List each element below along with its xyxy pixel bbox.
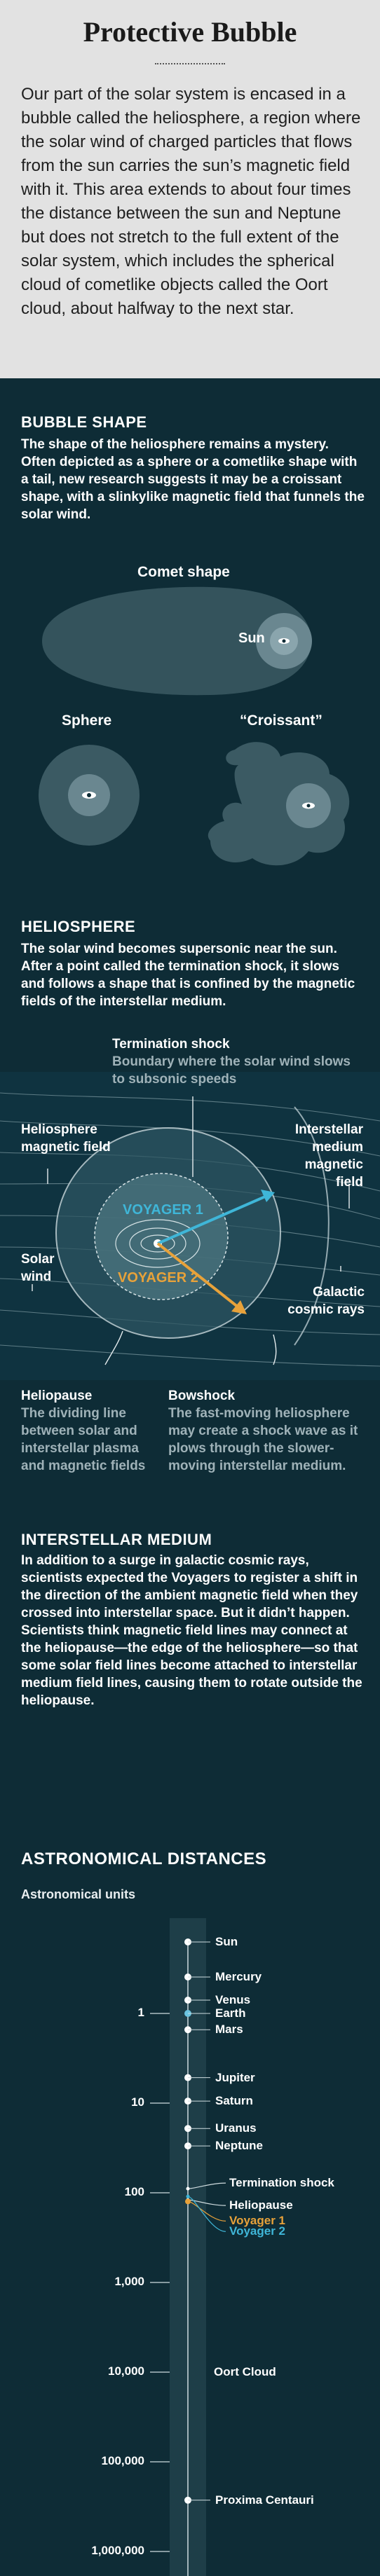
astro-heading: ASTRONOMICAL DISTANCES xyxy=(21,1850,267,1868)
croissant-label: “Croissant” xyxy=(240,712,323,729)
axis-tick-label: 1,000 xyxy=(114,2275,144,2288)
body-leader xyxy=(187,2182,226,2189)
axis-tick-label: 100,000 xyxy=(101,2454,144,2467)
heliopause-text: The dividing line between solar and inte… xyxy=(21,1406,146,1473)
termination-title: Termination shock xyxy=(112,1037,230,1052)
body-label: Sun xyxy=(215,1935,238,1948)
termination-text: Boundary where the solar wind slows to s… xyxy=(112,1054,351,1087)
termination-shock-annotation: Termination shock Boundary where the sol… xyxy=(112,1035,351,1088)
ism-heading: INTERSTELLAR MEDIUM xyxy=(21,1531,212,1548)
voyager1-label: VOYAGER 1 xyxy=(123,1202,203,1218)
body-label: Neptune xyxy=(215,2139,263,2153)
body-label: Jupiter xyxy=(215,2070,255,2084)
voyager2-label: VOYAGER 2 xyxy=(118,1270,198,1286)
interstellar-field-label: Interstellar medium magnetic field xyxy=(294,1122,363,1190)
bowshock-title: Bowshock xyxy=(168,1389,236,1403)
body-label: Uranus xyxy=(215,2121,257,2135)
axis-tick-label: 10,000 xyxy=(108,2364,144,2378)
heliopause-title: Heliopause xyxy=(21,1389,93,1403)
sphere-shape xyxy=(39,745,140,846)
title-divider xyxy=(155,63,225,64)
heliosphere-diagram xyxy=(0,1072,380,1380)
intro-text: Our part of the solar system is encased … xyxy=(21,85,361,318)
body-label: Proxima Centauri xyxy=(215,2493,314,2507)
body-label: Termination shock xyxy=(229,2176,334,2190)
distance-bodies xyxy=(184,1938,226,2504)
comet-shape xyxy=(42,586,312,696)
bowshock-text: The fast-moving heliosphere may create a… xyxy=(168,1406,358,1473)
galactic-rays-label: Galactic cosmic rays xyxy=(287,1285,365,1317)
body-label: Voyager 1 xyxy=(229,2214,286,2228)
croissant-shape xyxy=(208,742,350,866)
body-marker xyxy=(186,2186,190,2191)
ism-text: In addition to a surge in galactic cosmi… xyxy=(21,1553,362,1708)
axis-tick-label: 1,000,000 xyxy=(91,2544,144,2557)
bubble-heading: BUBBLE SHAPE xyxy=(21,413,147,431)
axis-tick-label: 10 xyxy=(131,2095,144,2109)
body-label: Mercury xyxy=(215,1970,262,1983)
sphere-label: Sphere xyxy=(62,712,112,729)
distance-ticks xyxy=(150,2013,170,2552)
body-label: Voyager 2 xyxy=(229,2224,286,2238)
axis-tick-label: 1 xyxy=(137,2006,144,2019)
body-marker xyxy=(185,2198,191,2205)
heliopause-annotation: Heliopause The dividing line between sol… xyxy=(21,1387,161,1475)
body-label: Heliopause xyxy=(229,2198,293,2212)
body-label: Mars xyxy=(215,2023,243,2037)
body-label: Earth xyxy=(215,2006,246,2020)
solar-wind-label: Solar wind xyxy=(21,1252,55,1284)
sun-label: Sun xyxy=(238,631,265,646)
intro-panel: Protective Bubble Our part of the solar … xyxy=(0,0,380,378)
page-title: Protective Bubble xyxy=(83,16,297,48)
comet-label: Comet shape xyxy=(137,564,230,580)
helio-field-label: Heliosphere magnetic field xyxy=(21,1122,111,1155)
helio-heading: HELIOSPHERE xyxy=(21,918,136,935)
bowshock-annotation: Bowshock The fast-moving heliosphere may… xyxy=(168,1387,365,1475)
bubble-text: The shape of the heliosphere remains a m… xyxy=(21,437,365,522)
body-label: Oort Cloud xyxy=(214,2365,276,2378)
axis-title: Astronomical units xyxy=(21,1887,136,1901)
helio-text: The solar wind becomes supersonic near t… xyxy=(21,942,355,1009)
axis-tick-label: 100 xyxy=(124,2185,144,2198)
body-label: Saturn xyxy=(215,2094,253,2108)
body-leader xyxy=(187,2196,226,2232)
body-label: Venus xyxy=(215,1993,251,2006)
body-marker xyxy=(186,2194,190,2198)
